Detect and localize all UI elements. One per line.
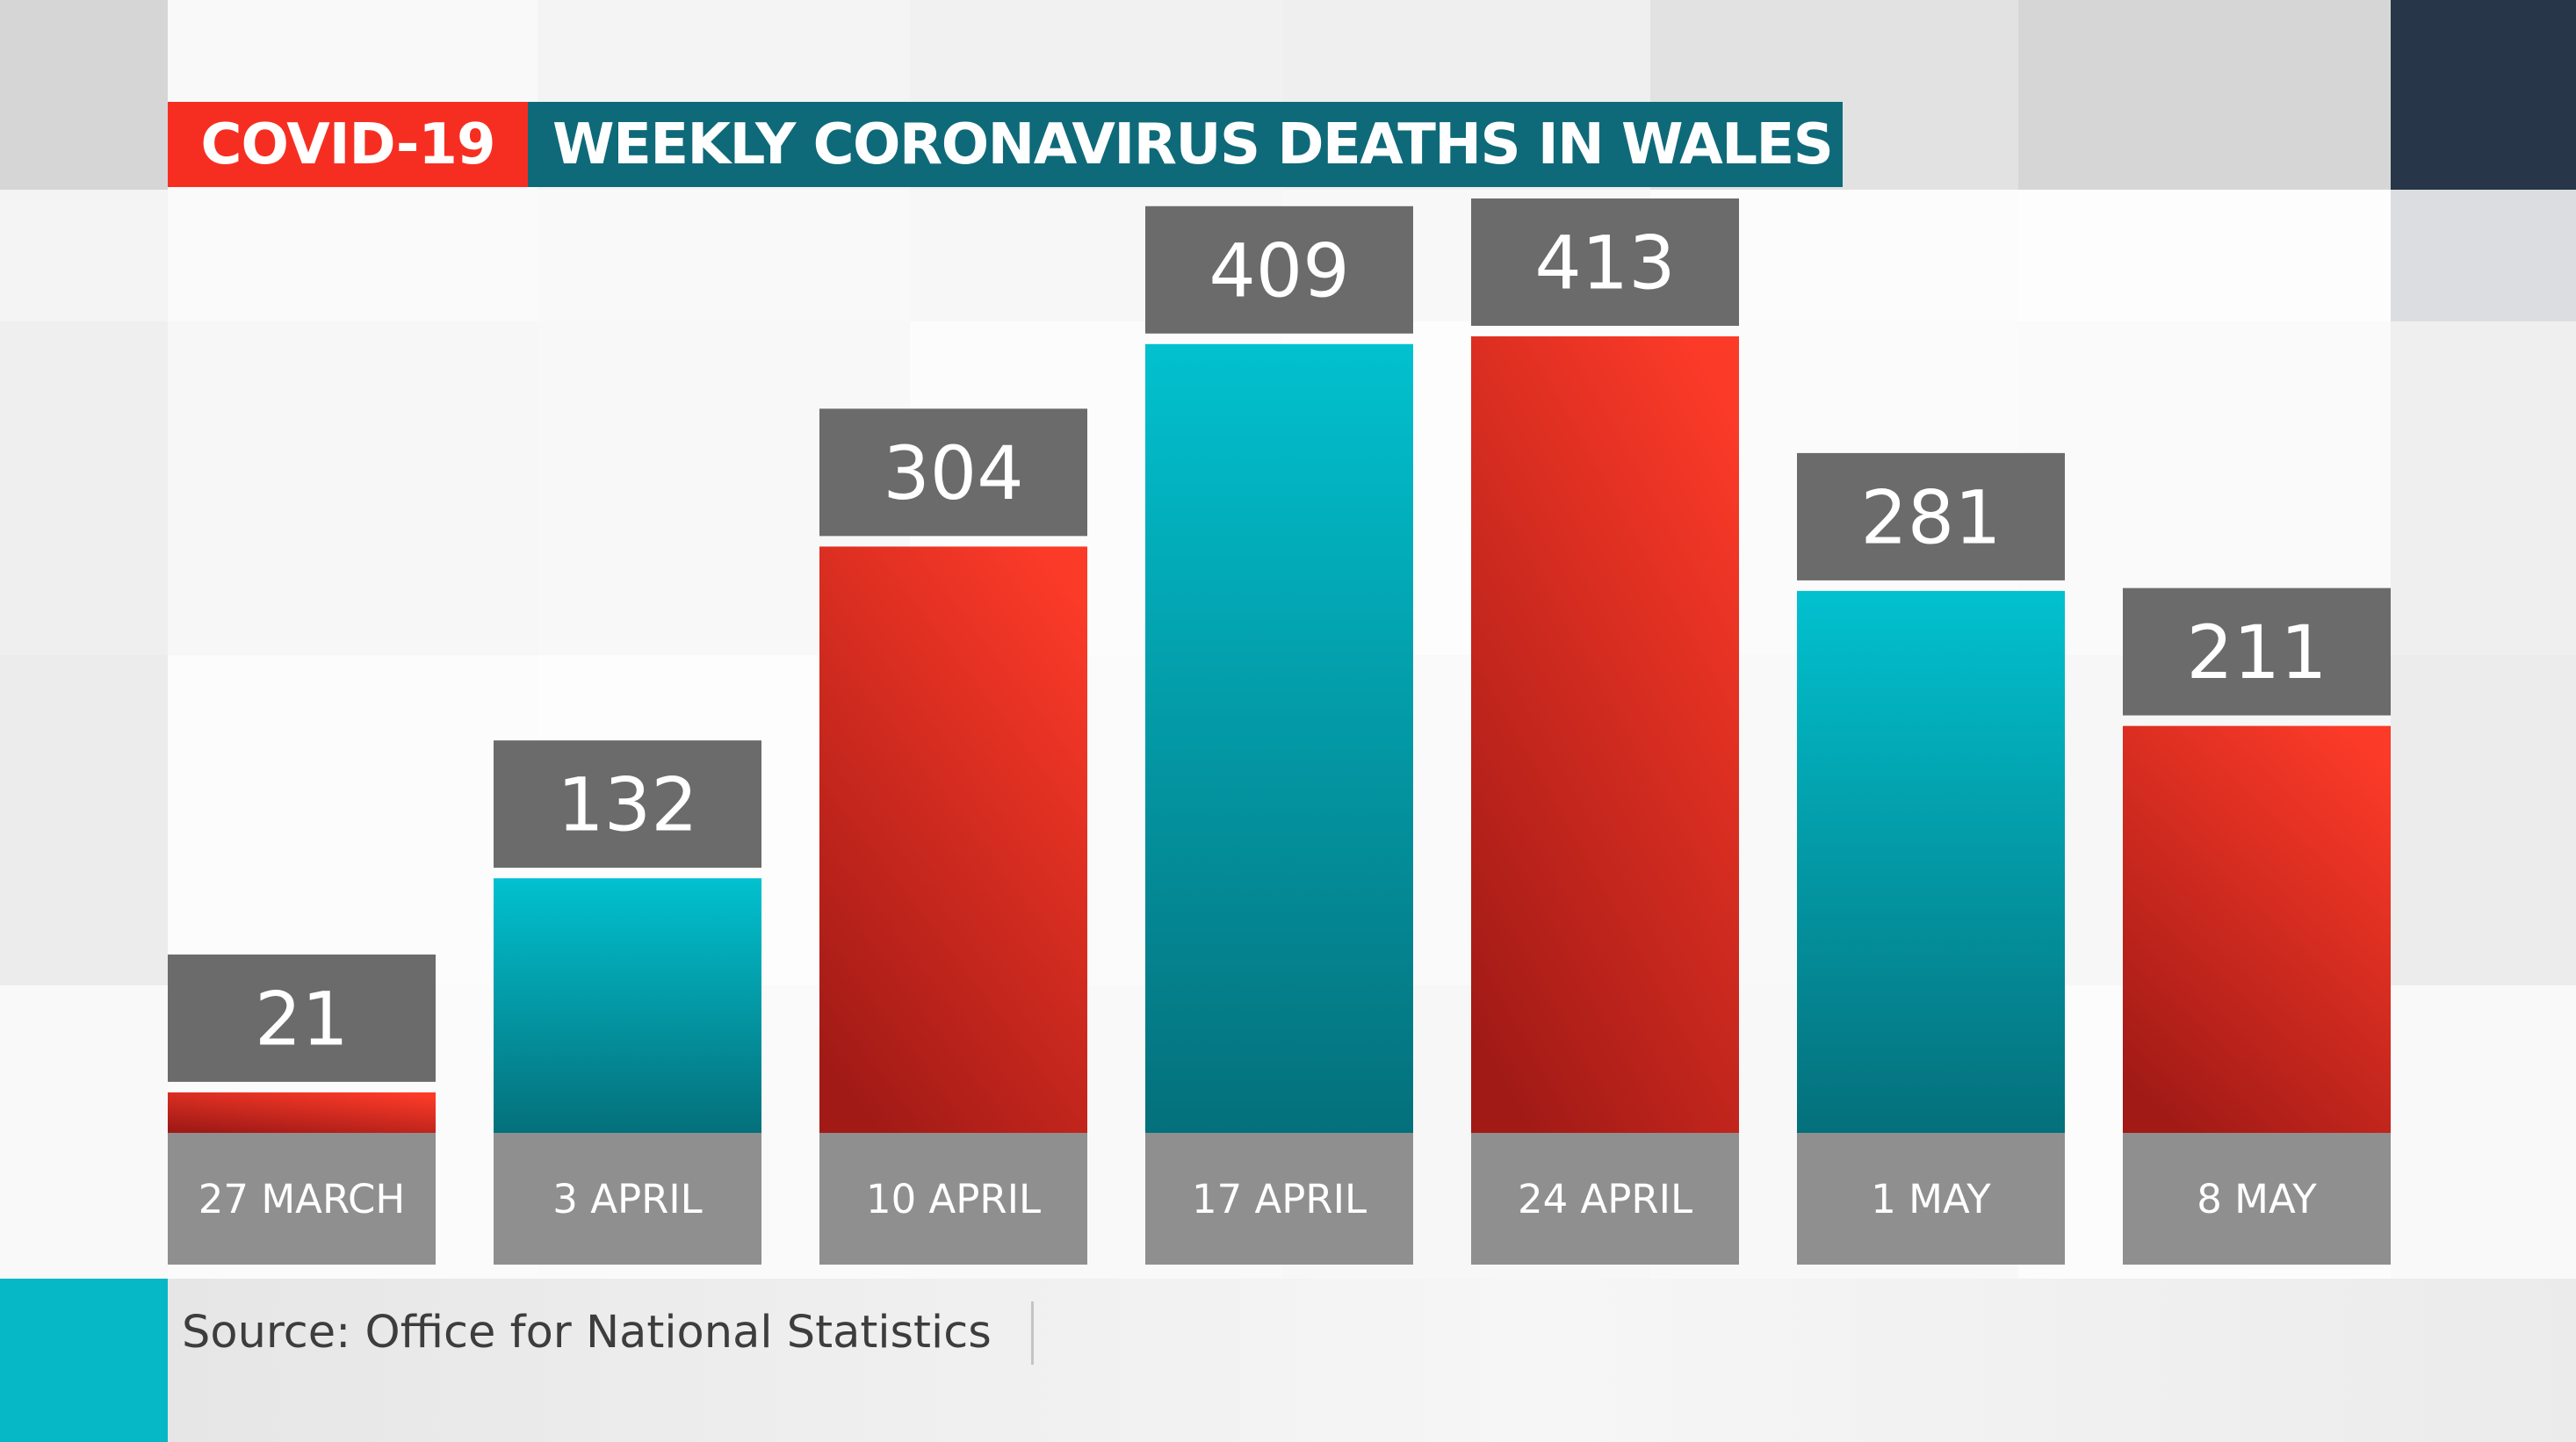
value-label-box	[168, 954, 436, 1082]
background-tile	[0, 985, 168, 1279]
covid-tag: COVID-19	[168, 102, 528, 187]
category-label: 3 APRIL	[552, 1176, 702, 1222]
source-bar	[0, 1279, 2576, 1442]
background-tile	[0, 321, 168, 655]
category-label: 1 MAY	[1871, 1176, 1991, 1222]
chart-header: COVID-19 WEEKLY CORONAVIRUS DEATHS IN WA…	[168, 102, 1843, 187]
value-label-box	[1471, 198, 1739, 326]
value-label-box	[2123, 588, 2391, 716]
bar-3-april	[494, 878, 761, 1133]
value-label: 304	[883, 430, 1023, 516]
category-box	[494, 1133, 761, 1265]
bar-17-april	[1145, 343, 1413, 1133]
bar-8-may	[2123, 725, 2391, 1133]
category-label: 8 MAY	[2197, 1176, 2317, 1222]
category-box	[168, 1133, 436, 1265]
background-tile	[2018, 0, 2391, 190]
bar-27-march	[168, 1092, 436, 1133]
background-tile	[2391, 0, 2576, 190]
value-label-box	[819, 408, 1087, 537]
chart-title: WEEKLY CORONAVIRUS DEATHS IN WALES	[528, 102, 1843, 187]
value-label-box	[1797, 452, 2065, 580]
category-box	[819, 1133, 1087, 1265]
bar-24-april	[1471, 336, 1739, 1133]
background-tile	[2391, 190, 2576, 321]
category-label: 24 APRIL	[1518, 1176, 1692, 1222]
value-label-box	[494, 740, 761, 869]
value-label: 413	[1534, 220, 1675, 306]
value-label: 211	[2186, 609, 2327, 696]
value-label: 281	[1860, 474, 2001, 560]
value-label: 409	[1209, 227, 1349, 314]
category-label: 17 APRIL	[1192, 1176, 1367, 1222]
background-tile	[0, 190, 168, 321]
category-box	[2123, 1133, 2391, 1265]
category-box	[1471, 1133, 1739, 1265]
background-tile	[0, 0, 168, 190]
value-label: 132	[557, 762, 697, 848]
background-tile	[2391, 655, 2576, 985]
value-label-box	[1145, 205, 1413, 334]
source-accent-block	[0, 1279, 168, 1442]
background-tile	[2391, 985, 2576, 1279]
category-label: 10 APRIL	[866, 1176, 1041, 1222]
source-note: Source: Office for National Statistics	[182, 1306, 992, 1359]
category-label: 27 MARCH	[198, 1176, 405, 1222]
background-tile	[0, 655, 168, 985]
value-label: 21	[255, 976, 349, 1062]
bar-10-april	[819, 546, 1087, 1133]
background-tile	[2391, 321, 2576, 655]
source-divider	[1031, 1301, 1034, 1365]
bar-1-may	[1797, 590, 2065, 1133]
category-box	[1797, 1133, 2065, 1265]
category-box	[1145, 1133, 1413, 1265]
